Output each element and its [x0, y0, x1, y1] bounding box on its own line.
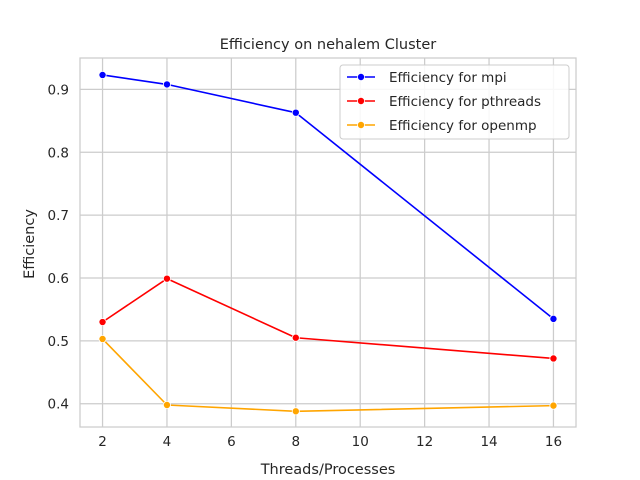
- y-tick-label: 0.6: [48, 271, 69, 287]
- data-point: [98, 70, 107, 79]
- legend-swatch-marker: [356, 121, 365, 130]
- data-point: [162, 274, 171, 283]
- x-tick-label: 2: [98, 434, 107, 450]
- legend-label: Efficiency for pthreads: [389, 94, 541, 110]
- legend-label: Efficiency for openmp: [389, 118, 537, 134]
- data-point: [162, 80, 171, 89]
- legend-swatch-marker: [356, 73, 365, 82]
- legend-entry: Efficiency for pthreads: [347, 94, 541, 110]
- data-point: [549, 314, 558, 323]
- y-tick-label: 0.9: [48, 82, 69, 98]
- y-axis-label: Efficiency: [22, 209, 38, 279]
- legend-label: Efficiency for mpi: [389, 70, 507, 86]
- x-tick-label: 10: [352, 434, 369, 450]
- data-point: [549, 401, 558, 410]
- data-point: [291, 407, 300, 416]
- series: [98, 70, 558, 416]
- data-point: [291, 108, 300, 117]
- series-2: [98, 334, 558, 416]
- data-point: [549, 354, 558, 363]
- x-tick-label: 12: [416, 434, 433, 450]
- x-tick-label: 8: [291, 434, 300, 450]
- chart-title: Efficiency on nehalem Cluster: [220, 37, 436, 53]
- series-1: [98, 274, 558, 363]
- series-line: [102, 277, 554, 360]
- series-line: [102, 74, 554, 320]
- y-tick-label: 0.8: [48, 145, 69, 161]
- plot-frame: [79, 57, 577, 428]
- x-tick-label: 16: [545, 434, 562, 450]
- data-point: [291, 333, 300, 342]
- legend: Efficiency for mpi Efficiency for pthread…: [339, 64, 570, 140]
- x-tick-label: 4: [163, 434, 172, 450]
- y-tick-label: 0.5: [48, 334, 69, 350]
- series-line: [101, 338, 554, 413]
- y-tick-label: 0.7: [48, 208, 69, 224]
- tick-labels: 2 4 6 8 10 12 14 16 0.4 0.5 0.6 0.7 0.8 0.9: [48, 82, 563, 450]
- legend-box: [339, 64, 570, 140]
- x-tick-label: 14: [480, 434, 497, 450]
- y-tick-label: 0.4: [48, 397, 69, 413]
- series-0: [98, 70, 558, 323]
- legend-entry: Efficiency for mpi: [347, 70, 507, 86]
- data-point: [162, 400, 171, 409]
- data-point: [98, 318, 107, 327]
- data-point: [98, 334, 107, 343]
- legend-swatch-marker: [356, 97, 365, 106]
- x-tick-label: 6: [227, 434, 236, 450]
- x-axis-label: Threads/Processes: [260, 462, 396, 478]
- legend-entry: Efficiency for openmp: [347, 118, 537, 134]
